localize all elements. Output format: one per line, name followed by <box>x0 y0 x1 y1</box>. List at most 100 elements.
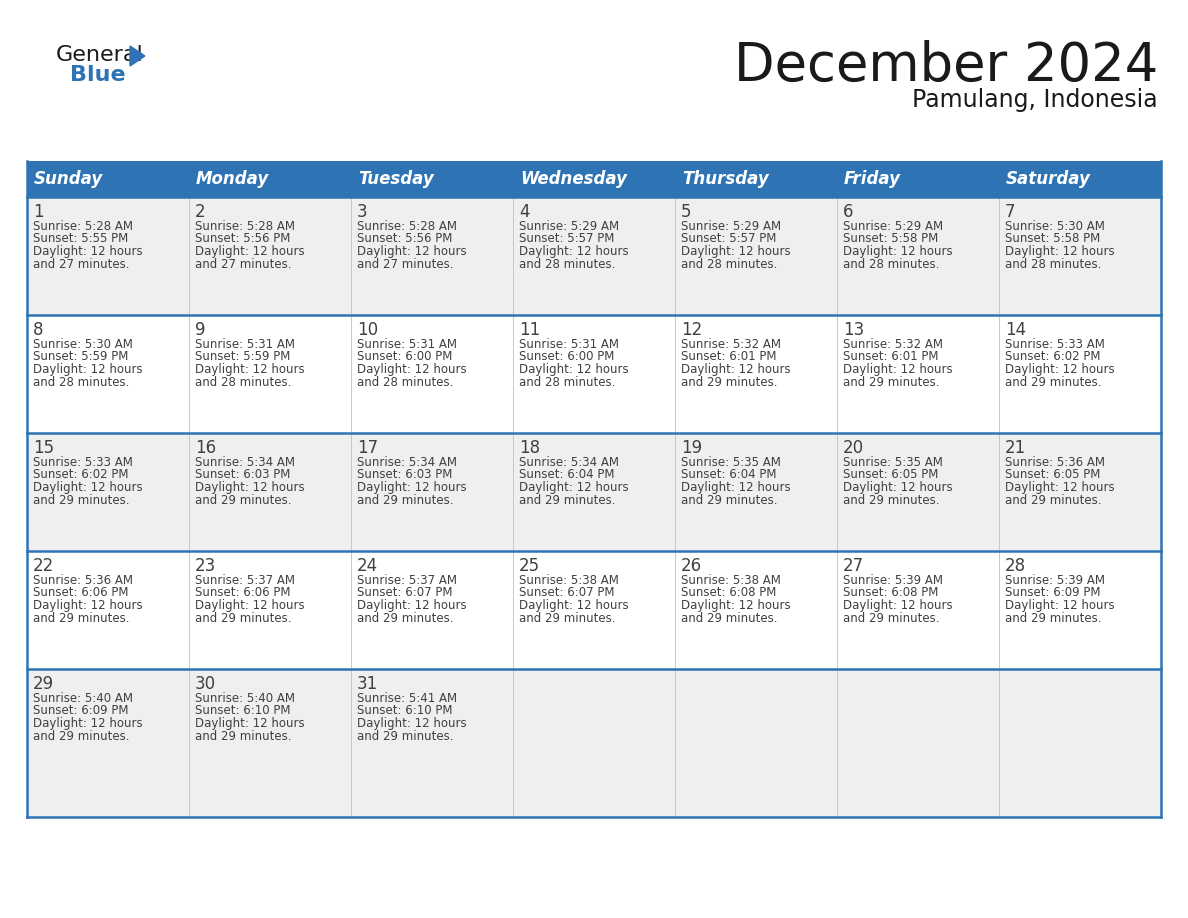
Text: Daylight: 12 hours: Daylight: 12 hours <box>681 363 791 376</box>
Text: Saturday: Saturday <box>1006 170 1091 188</box>
Text: Pamulang, Indonesia: Pamulang, Indonesia <box>912 88 1158 112</box>
Text: Sunset: 6:09 PM: Sunset: 6:09 PM <box>33 704 128 718</box>
Text: Daylight: 12 hours: Daylight: 12 hours <box>843 599 953 612</box>
Text: Sunset: 5:57 PM: Sunset: 5:57 PM <box>519 232 614 245</box>
Text: and 28 minutes.: and 28 minutes. <box>33 375 129 388</box>
Text: Blue: Blue <box>70 65 126 85</box>
Text: Sunrise: 5:40 AM: Sunrise: 5:40 AM <box>195 692 295 705</box>
Text: 1: 1 <box>33 203 44 221</box>
Polygon shape <box>129 46 145 66</box>
Text: Sunset: 6:01 PM: Sunset: 6:01 PM <box>843 351 939 364</box>
Text: Sunrise: 5:28 AM: Sunrise: 5:28 AM <box>358 220 457 233</box>
Text: 28: 28 <box>1005 557 1026 575</box>
Text: Sunset: 6:10 PM: Sunset: 6:10 PM <box>358 704 453 718</box>
Text: and 29 minutes.: and 29 minutes. <box>681 375 777 388</box>
Text: Daylight: 12 hours: Daylight: 12 hours <box>358 363 467 376</box>
Text: and 29 minutes.: and 29 minutes. <box>843 375 940 388</box>
Text: 21: 21 <box>1005 439 1026 457</box>
Text: 7: 7 <box>1005 203 1016 221</box>
Text: 13: 13 <box>843 321 864 339</box>
Text: 8: 8 <box>33 321 44 339</box>
Text: 6: 6 <box>843 203 853 221</box>
Text: Sunset: 6:03 PM: Sunset: 6:03 PM <box>195 468 290 482</box>
Text: Daylight: 12 hours: Daylight: 12 hours <box>33 717 143 730</box>
Text: and 29 minutes.: and 29 minutes. <box>195 611 291 624</box>
Text: and 28 minutes.: and 28 minutes. <box>681 258 777 271</box>
Text: Sunset: 6:00 PM: Sunset: 6:00 PM <box>519 351 614 364</box>
Text: 2: 2 <box>195 203 206 221</box>
Text: Sunrise: 5:33 AM: Sunrise: 5:33 AM <box>33 456 133 469</box>
Text: Sunset: 6:00 PM: Sunset: 6:00 PM <box>358 351 453 364</box>
Text: Sunset: 6:06 PM: Sunset: 6:06 PM <box>195 587 291 599</box>
Text: and 29 minutes.: and 29 minutes. <box>519 494 615 507</box>
Text: and 27 minutes.: and 27 minutes. <box>195 258 291 271</box>
Text: Daylight: 12 hours: Daylight: 12 hours <box>33 363 143 376</box>
Text: and 29 minutes.: and 29 minutes. <box>33 730 129 743</box>
Text: Sunset: 5:59 PM: Sunset: 5:59 PM <box>33 351 128 364</box>
Text: Daylight: 12 hours: Daylight: 12 hours <box>358 599 467 612</box>
Text: Sunrise: 5:34 AM: Sunrise: 5:34 AM <box>195 456 295 469</box>
Bar <box>27 197 1161 315</box>
Text: 23: 23 <box>195 557 216 575</box>
Text: Daylight: 12 hours: Daylight: 12 hours <box>519 245 628 258</box>
Text: 5: 5 <box>681 203 691 221</box>
Text: and 28 minutes.: and 28 minutes. <box>843 258 940 271</box>
Text: Wednesday: Wednesday <box>520 170 627 188</box>
Text: 16: 16 <box>195 439 216 457</box>
Text: Daylight: 12 hours: Daylight: 12 hours <box>1005 481 1114 494</box>
Text: and 29 minutes.: and 29 minutes. <box>358 730 454 743</box>
Text: Sunset: 6:07 PM: Sunset: 6:07 PM <box>358 587 453 599</box>
Text: Sunrise: 5:36 AM: Sunrise: 5:36 AM <box>1005 456 1105 469</box>
Text: Daylight: 12 hours: Daylight: 12 hours <box>681 481 791 494</box>
Text: Sunset: 6:05 PM: Sunset: 6:05 PM <box>843 468 939 482</box>
Text: Sunrise: 5:31 AM: Sunrise: 5:31 AM <box>195 338 295 351</box>
Text: Sunrise: 5:39 AM: Sunrise: 5:39 AM <box>1005 574 1105 587</box>
Text: Sunrise: 5:32 AM: Sunrise: 5:32 AM <box>681 338 781 351</box>
Text: Sunrise: 5:31 AM: Sunrise: 5:31 AM <box>358 338 457 351</box>
Text: 27: 27 <box>843 557 864 575</box>
Text: Sunset: 6:08 PM: Sunset: 6:08 PM <box>843 587 939 599</box>
Text: Sunrise: 5:36 AM: Sunrise: 5:36 AM <box>33 574 133 587</box>
Text: and 29 minutes.: and 29 minutes. <box>1005 611 1101 624</box>
Text: 25: 25 <box>519 557 541 575</box>
Bar <box>27 161 1161 197</box>
Text: Sunrise: 5:37 AM: Sunrise: 5:37 AM <box>358 574 457 587</box>
Text: Sunrise: 5:35 AM: Sunrise: 5:35 AM <box>681 456 781 469</box>
Text: Sunset: 6:02 PM: Sunset: 6:02 PM <box>33 468 128 482</box>
Text: and 29 minutes.: and 29 minutes. <box>681 611 777 624</box>
Text: 9: 9 <box>195 321 206 339</box>
Text: Sunrise: 5:38 AM: Sunrise: 5:38 AM <box>519 574 619 587</box>
Text: Daylight: 12 hours: Daylight: 12 hours <box>519 481 628 494</box>
Text: Sunset: 6:09 PM: Sunset: 6:09 PM <box>1005 587 1100 599</box>
Text: and 29 minutes.: and 29 minutes. <box>519 611 615 624</box>
Text: Sunset: 5:55 PM: Sunset: 5:55 PM <box>33 232 128 245</box>
Text: Daylight: 12 hours: Daylight: 12 hours <box>843 363 953 376</box>
Text: 15: 15 <box>33 439 55 457</box>
Text: Daylight: 12 hours: Daylight: 12 hours <box>1005 363 1114 376</box>
Text: Sunset: 6:01 PM: Sunset: 6:01 PM <box>681 351 777 364</box>
Text: Daylight: 12 hours: Daylight: 12 hours <box>358 717 467 730</box>
Text: 24: 24 <box>358 557 378 575</box>
Text: Daylight: 12 hours: Daylight: 12 hours <box>33 599 143 612</box>
Text: Daylight: 12 hours: Daylight: 12 hours <box>681 245 791 258</box>
Bar <box>27 551 1161 669</box>
Bar <box>27 315 1161 433</box>
Text: and 29 minutes.: and 29 minutes. <box>1005 375 1101 388</box>
Text: 30: 30 <box>195 675 216 693</box>
Text: and 29 minutes.: and 29 minutes. <box>33 494 129 507</box>
Text: and 28 minutes.: and 28 minutes. <box>195 375 291 388</box>
Text: Sunrise: 5:33 AM: Sunrise: 5:33 AM <box>1005 338 1105 351</box>
Text: Sunset: 6:04 PM: Sunset: 6:04 PM <box>519 468 614 482</box>
Text: Sunrise: 5:37 AM: Sunrise: 5:37 AM <box>195 574 295 587</box>
Bar <box>27 669 1161 817</box>
Text: Sunset: 5:59 PM: Sunset: 5:59 PM <box>195 351 290 364</box>
Bar <box>27 433 1161 551</box>
Text: Sunset: 6:04 PM: Sunset: 6:04 PM <box>681 468 777 482</box>
Text: Daylight: 12 hours: Daylight: 12 hours <box>195 481 304 494</box>
Text: 10: 10 <box>358 321 378 339</box>
Text: Sunrise: 5:28 AM: Sunrise: 5:28 AM <box>33 220 133 233</box>
Text: Sunday: Sunday <box>34 170 103 188</box>
Text: and 27 minutes.: and 27 minutes. <box>33 258 129 271</box>
Text: Friday: Friday <box>843 170 901 188</box>
Text: and 27 minutes.: and 27 minutes. <box>358 258 454 271</box>
